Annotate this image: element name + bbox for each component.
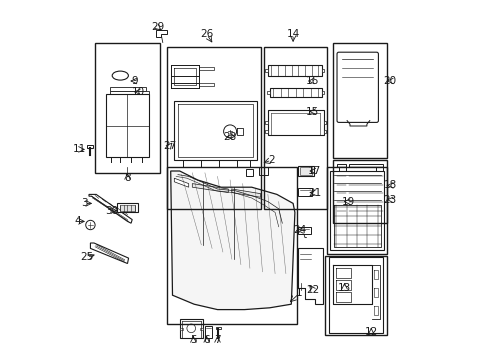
Text: 5: 5 <box>190 335 196 345</box>
Text: 17: 17 <box>307 166 321 176</box>
Polygon shape <box>321 69 324 72</box>
Text: 25: 25 <box>80 252 93 262</box>
Text: 14: 14 <box>286 29 299 39</box>
Text: 27: 27 <box>163 141 176 151</box>
Polygon shape <box>89 194 132 223</box>
Polygon shape <box>204 326 212 338</box>
Text: 1: 1 <box>295 288 302 298</box>
Polygon shape <box>246 169 253 176</box>
Polygon shape <box>231 189 260 197</box>
Polygon shape <box>321 91 324 94</box>
Polygon shape <box>170 65 199 76</box>
Polygon shape <box>179 319 203 338</box>
Polygon shape <box>199 83 213 86</box>
Bar <box>325 256 386 335</box>
Polygon shape <box>336 164 346 214</box>
Polygon shape <box>267 65 321 76</box>
Polygon shape <box>179 328 182 330</box>
Text: 6: 6 <box>203 335 209 345</box>
Bar <box>332 160 386 223</box>
Text: 19: 19 <box>341 197 354 207</box>
Polygon shape <box>199 67 213 70</box>
Text: 2: 2 <box>267 155 274 165</box>
Text: 8: 8 <box>124 173 131 183</box>
Polygon shape <box>267 110 323 135</box>
Polygon shape <box>90 243 128 264</box>
Text: 10: 10 <box>131 87 144 97</box>
Polygon shape <box>174 178 188 187</box>
Polygon shape <box>265 69 267 72</box>
Polygon shape <box>170 83 199 88</box>
Bar <box>264 47 326 209</box>
Bar <box>167 167 296 324</box>
Text: 22: 22 <box>305 285 319 295</box>
Text: 16: 16 <box>305 76 319 86</box>
Bar <box>332 43 386 158</box>
Circle shape <box>85 220 95 230</box>
Text: 23: 23 <box>383 195 396 205</box>
Polygon shape <box>265 121 267 124</box>
Polygon shape <box>323 130 325 133</box>
Bar <box>326 167 386 254</box>
Text: 26: 26 <box>200 29 213 39</box>
Polygon shape <box>328 257 382 333</box>
Text: 3: 3 <box>81 198 87 208</box>
Polygon shape <box>174 101 257 160</box>
Text: 11: 11 <box>73 144 86 154</box>
Polygon shape <box>200 328 203 330</box>
Polygon shape <box>265 130 267 133</box>
Text: 7: 7 <box>214 335 221 345</box>
Text: 4: 4 <box>75 216 81 226</box>
Circle shape <box>223 125 236 138</box>
Polygon shape <box>192 184 228 193</box>
Polygon shape <box>87 145 92 148</box>
Polygon shape <box>269 88 321 97</box>
Polygon shape <box>106 94 149 157</box>
Text: 13: 13 <box>337 283 350 293</box>
Polygon shape <box>170 171 294 310</box>
Text: 15: 15 <box>305 107 319 117</box>
Text: 24: 24 <box>293 225 306 235</box>
Polygon shape <box>215 327 220 329</box>
Text: 30: 30 <box>105 206 119 216</box>
Text: 12: 12 <box>364 327 377 337</box>
Text: 9: 9 <box>131 76 138 86</box>
Polygon shape <box>266 91 269 94</box>
Polygon shape <box>109 87 145 91</box>
Ellipse shape <box>112 71 128 80</box>
FancyBboxPatch shape <box>336 52 378 122</box>
Polygon shape <box>297 227 310 234</box>
Polygon shape <box>297 248 322 304</box>
Polygon shape <box>156 30 167 37</box>
Text: 20: 20 <box>383 76 396 86</box>
Polygon shape <box>120 205 134 211</box>
Bar <box>167 47 260 209</box>
Polygon shape <box>297 166 313 176</box>
Polygon shape <box>117 203 138 212</box>
Polygon shape <box>348 164 382 214</box>
Text: 28: 28 <box>223 132 236 142</box>
Polygon shape <box>258 167 267 175</box>
Bar <box>95 43 160 173</box>
Circle shape <box>186 324 195 333</box>
Polygon shape <box>297 188 311 196</box>
Polygon shape <box>299 167 311 175</box>
Text: 29: 29 <box>150 22 163 32</box>
Polygon shape <box>329 171 384 250</box>
Polygon shape <box>109 91 149 94</box>
Polygon shape <box>323 121 325 124</box>
Text: 21: 21 <box>307 188 321 198</box>
Text: 18: 18 <box>383 180 396 190</box>
